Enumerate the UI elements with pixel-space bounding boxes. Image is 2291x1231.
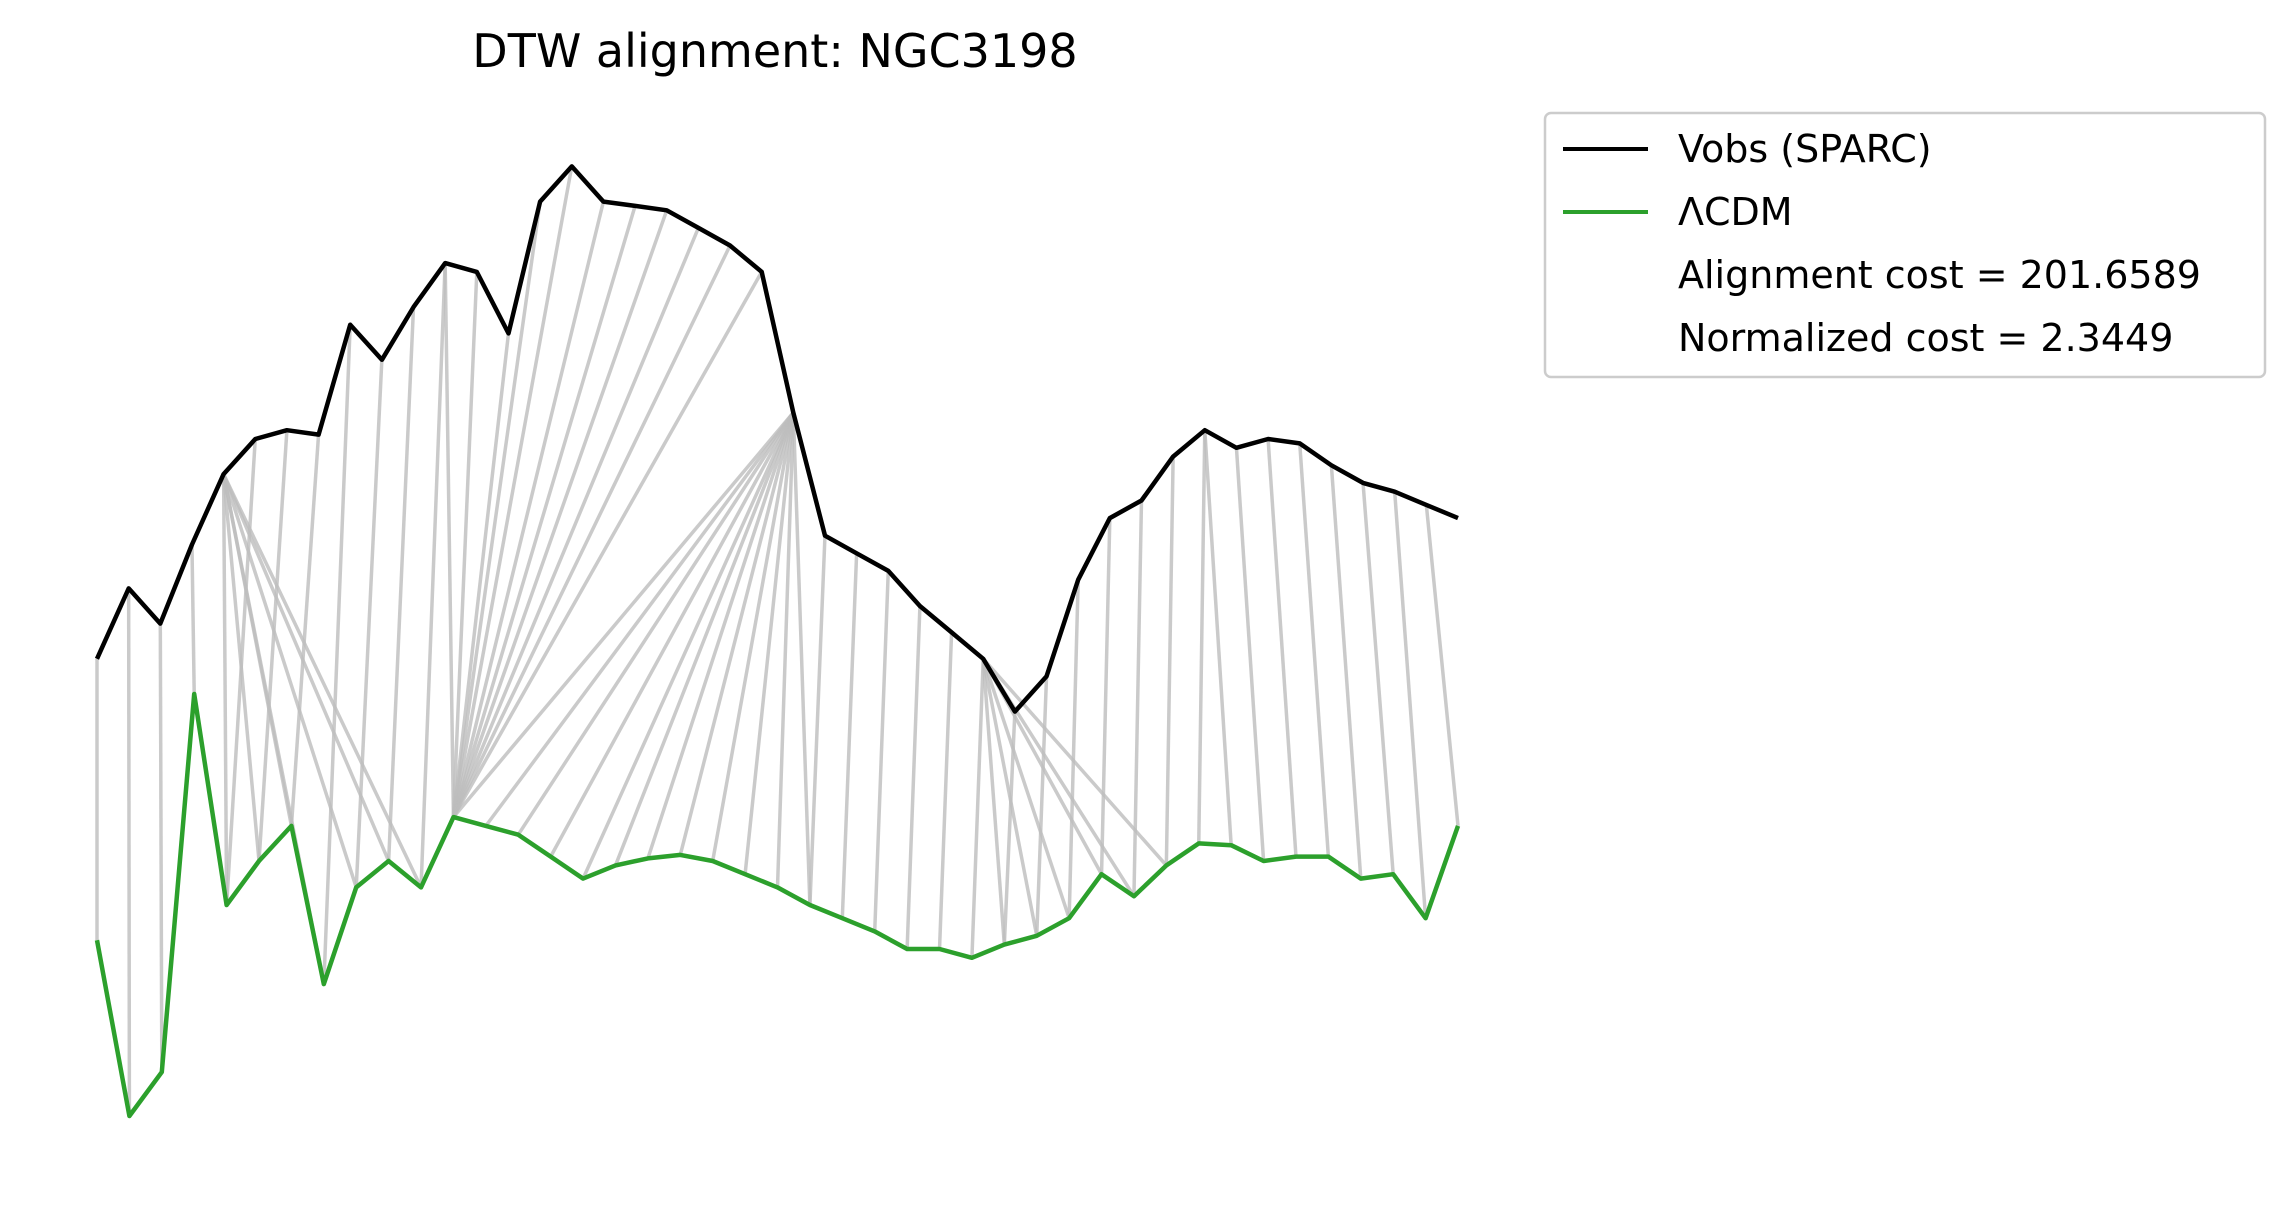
alignment-link-39 (775, 412, 796, 888)
alignment-link-24 (451, 205, 637, 818)
alignment-link-3 (190, 544, 196, 694)
alignment-link-22 (451, 166, 574, 818)
alignment-link-38 (743, 412, 796, 875)
alignment-link-27 (451, 244, 732, 818)
alignment-link-40 (791, 412, 812, 906)
alignment-link-65 (1361, 482, 1395, 875)
alignment-link-55 (1067, 579, 1080, 919)
alignment-link-20 (451, 333, 511, 818)
alignment-link-23 (451, 201, 606, 818)
alignment-link-31 (516, 411, 795, 836)
alignment-link-37 (710, 412, 796, 862)
alignment-link-47 (981, 658, 1007, 945)
alignment-link-56 (1099, 518, 1112, 875)
series-line-1 (94, 691, 1461, 1119)
alignment-link-67 (1424, 504, 1460, 827)
legend-normalized-cost: Normalized cost = 2.3449 (1678, 316, 2173, 360)
alignment-link-54 (1034, 676, 1049, 936)
alignment-link-25 (451, 209, 669, 818)
alignment-link-2 (158, 623, 164, 1073)
alignment-link-44 (905, 605, 922, 950)
alignment-link-14 (322, 324, 352, 985)
alignment-link-64 (1329, 465, 1363, 879)
alignment-link-29 (452, 411, 795, 819)
alignment-link-66 (1392, 491, 1428, 919)
alignment-link-59 (1197, 430, 1207, 844)
alignment-link-15 (354, 359, 384, 888)
alignment-link-36 (678, 412, 796, 856)
alignment-link-1 (126, 588, 132, 1117)
alignment-link-53 (1002, 711, 1017, 945)
alignment-link-58 (1164, 456, 1175, 866)
alignment-link-49 (981, 658, 1071, 919)
alignment-link-30 (484, 411, 795, 827)
legend: Vobs (SPARC) ΛCDM Alignment cost = 201.6… (1543, 111, 2267, 379)
alignment-link-57 (1132, 500, 1144, 897)
alignment-lines (95, 166, 1460, 1117)
alignment-link-10 (222, 473, 423, 889)
alignment-link-18 (443, 263, 456, 818)
alignment-link-12 (257, 430, 289, 862)
chart-title: DTW alignment: NGC3198 (472, 24, 1077, 78)
alignment-link-61 (1234, 447, 1266, 862)
legend-label-lcdm: ΛCDM (1678, 190, 1793, 234)
alignment-link-26 (451, 227, 700, 818)
alignment-link-45 (937, 632, 954, 950)
alignment-link-42 (840, 553, 859, 919)
alignment-link-17 (419, 263, 447, 888)
alignment-link-28 (451, 271, 764, 818)
alignment-link-62 (1266, 438, 1298, 857)
alignment-link-41 (808, 535, 827, 906)
legend-alignment-cost: Alignment cost = 201.6589 (1678, 253, 2201, 297)
alignment-link-35 (646, 412, 795, 859)
alignment-link-11 (224, 438, 258, 906)
legend-frame (1543, 111, 2267, 379)
alignment-link-63 (1297, 443, 1331, 857)
alignment-link-4 (221, 474, 229, 906)
alignment-link-8 (221, 473, 358, 888)
alignment-link-16 (386, 306, 416, 862)
alignment-link-33 (581, 411, 795, 880)
alignment-link-46 (970, 658, 985, 958)
alignment-link-43 (872, 570, 891, 932)
alignment-link-19 (451, 271, 479, 818)
legend-label-vobs: Vobs (SPARC) (1678, 127, 1932, 171)
alignment-link-13 (289, 434, 321, 826)
series-lines (94, 164, 1461, 1119)
alignment-link-60 (1203, 430, 1233, 846)
alignment-link-21 (451, 201, 542, 818)
series-line-0 (94, 164, 1459, 714)
alignment-link-32 (549, 411, 795, 858)
alignment-link-34 (613, 411, 795, 867)
